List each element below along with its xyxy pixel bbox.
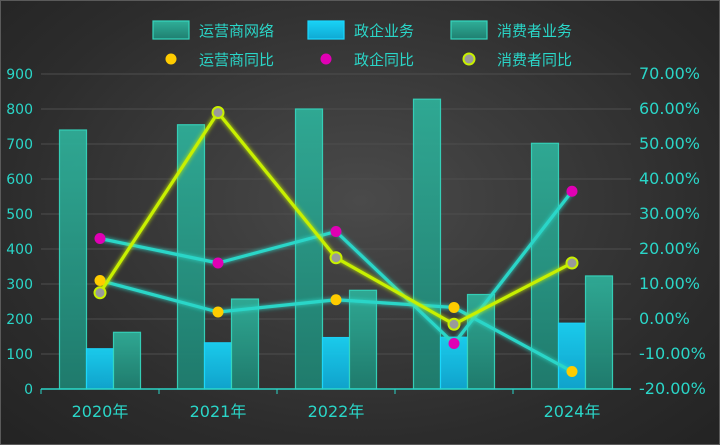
line-enterprise-yoy-point xyxy=(330,226,342,237)
y-left-tick-label: 600 xyxy=(6,172,33,188)
bar-enterprise xyxy=(203,342,233,390)
bar-enterprise xyxy=(85,348,115,390)
line-consumer-yoy-point xyxy=(211,106,225,119)
legend-label: 政企业务 xyxy=(354,22,414,40)
line-enterprise-yoy-point xyxy=(448,338,460,349)
y-left-tick-label: 200 xyxy=(6,312,33,328)
line-enterprise-yoy-point xyxy=(212,257,224,269)
legend-label: 消费者业务 xyxy=(497,22,572,40)
legend-swatch-bar-enterprise xyxy=(307,20,345,40)
bar-network xyxy=(530,142,560,390)
x-tick-label: 2020年 xyxy=(72,402,129,421)
legend-marker xyxy=(462,52,476,66)
legend-label: 运营商网络 xyxy=(199,22,274,40)
y-right-tick-label: 20.00% xyxy=(639,239,700,258)
bar-network xyxy=(294,108,324,390)
y-left-tick-label: 100 xyxy=(6,347,33,363)
legend-label: 政企同比 xyxy=(354,51,414,69)
bar-enterprise xyxy=(557,322,587,390)
line-network-yoy-point xyxy=(330,294,342,306)
x-tick-label: 2022年 xyxy=(308,402,365,421)
y-right-tick-label: 0.00% xyxy=(639,309,690,328)
y-right-tick-label: 70.00% xyxy=(639,64,700,83)
y-left-tick-label: 0 xyxy=(24,382,33,398)
bar-network xyxy=(58,129,88,390)
line-network-yoy-point xyxy=(94,275,106,286)
y-right-tick-label: 10.00% xyxy=(639,274,700,293)
y-left-tick-label: 300 xyxy=(6,277,33,293)
bar-consumer xyxy=(584,275,614,390)
bar-consumer xyxy=(230,298,260,390)
legend-label: 运营商同比 xyxy=(199,51,274,69)
line-enterprise-yoy-point xyxy=(94,233,106,244)
bar-enterprise xyxy=(321,336,351,390)
y-left-tick-label: 800 xyxy=(6,102,33,118)
y-right-tick-label: 60.00% xyxy=(639,99,700,118)
y-left-tick-label: 900 xyxy=(6,67,33,83)
bar-consumer xyxy=(112,331,142,390)
bar-consumer xyxy=(348,289,378,390)
line-network-yoy-point xyxy=(566,366,578,377)
y-right-tick-label: 40.00% xyxy=(639,169,700,188)
y-right-tick-label: 50.00% xyxy=(639,134,700,153)
bar-network xyxy=(412,98,442,390)
line-consumer-yoy-point xyxy=(329,251,343,265)
legend-marker xyxy=(165,53,177,65)
x-tick-label: 2021年 xyxy=(190,402,247,421)
line-network-yoy-point xyxy=(448,301,460,313)
axes: 0 100 200 300 400 500 600 700 800 900 -20.00% -10.0… xyxy=(6,64,706,421)
legend-swatch-bar-consumer xyxy=(450,20,488,40)
legend-marker xyxy=(320,53,332,65)
lines xyxy=(93,106,579,377)
y-right-tick-label: -10.00% xyxy=(639,344,706,363)
line-consumer-yoy-point xyxy=(93,286,107,300)
x-tick-label: 2024年 xyxy=(544,402,601,421)
legend-label: 消费者同比 xyxy=(497,51,572,69)
y-right-tick-label: -20.00% xyxy=(639,379,706,398)
line-network-yoy-point xyxy=(212,306,224,318)
line-consumer-yoy-point xyxy=(565,256,579,270)
y-right-tick-label: 30.00% xyxy=(639,204,700,223)
y-left-tick-label: 700 xyxy=(6,137,33,153)
legend-swatch-bar-network xyxy=(152,20,190,40)
y-left-tick-label: 500 xyxy=(6,207,33,223)
y-left-tick-label: 400 xyxy=(6,242,33,258)
line-enterprise-yoy-point xyxy=(566,185,578,197)
line-consumer-yoy-point xyxy=(447,317,461,331)
